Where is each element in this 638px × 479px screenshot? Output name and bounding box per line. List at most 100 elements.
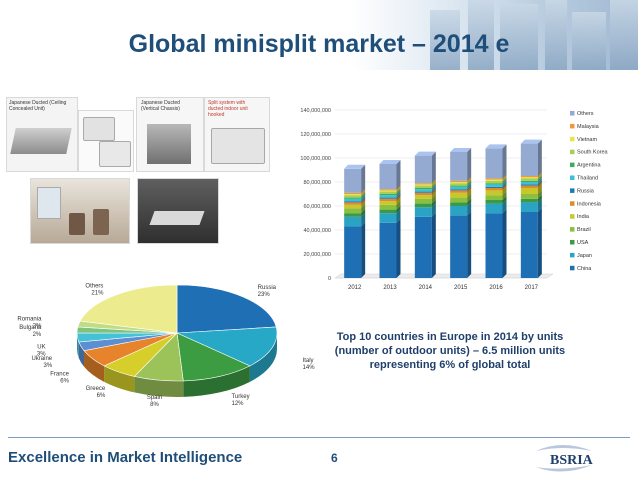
legend-swatch (570, 149, 575, 155)
bar-segment (379, 201, 397, 205)
outdoor-unit-shape (211, 128, 265, 164)
photo-split-system: Split system with ducted indoor unit hooke… (204, 97, 270, 172)
y-tick-label: 0 (328, 276, 331, 282)
bar-segment (344, 216, 362, 227)
bar-segment-side (431, 191, 436, 199)
bar-segment (520, 178, 538, 181)
y-tick-label: 120,000,000 (300, 132, 331, 138)
bar-segment (344, 192, 362, 194)
bar-segment-side (537, 174, 542, 181)
bar-segment-side (396, 193, 401, 199)
legend-label: China (577, 266, 592, 272)
pie-slice-side (134, 376, 184, 397)
bar-segment (450, 189, 468, 191)
bar-segment (344, 204, 362, 209)
bar-segment-side (361, 204, 366, 214)
bar-segment (379, 213, 397, 223)
bar-segment-side (502, 182, 507, 188)
bar-top (344, 164, 366, 169)
legend-label: USA (577, 240, 589, 246)
x-tick-label: 2013 (383, 285, 397, 291)
bar-segment (485, 180, 503, 184)
bar-segment (414, 192, 432, 196)
photo-office-interior (137, 178, 219, 244)
photo-ceiling-ducted-unit: Japanese Ducted (Ceiling Concealed Unit) (6, 97, 78, 172)
bar-segment (450, 180, 468, 182)
bsria-logo: BSRIA (536, 445, 594, 472)
bar-segment-side (537, 178, 542, 185)
bar-segment-side (467, 188, 472, 198)
pie-label-value: 14% (303, 365, 316, 371)
pie-label-value: 21% (91, 290, 104, 296)
bar-segment-side (361, 191, 366, 198)
y-tick-label: 140,000,000 (300, 108, 331, 114)
pie-label-name: Ukraine (31, 356, 52, 362)
legend-label: Others (577, 111, 594, 117)
bar-segment-side (361, 188, 366, 194)
pie-label-name: Greece (86, 386, 106, 392)
bar-segment (450, 215, 468, 278)
legend-swatch (570, 252, 575, 258)
bar-segment (520, 182, 538, 185)
bar-segment-side (467, 186, 472, 193)
bar-segment-side (502, 209, 507, 278)
bar-segment (520, 143, 538, 176)
bar-segment-side (431, 181, 436, 188)
bar-segment-side (502, 191, 507, 200)
footer-divider (8, 437, 630, 438)
bar-segment-side (431, 187, 436, 193)
bar-segment-side (502, 144, 507, 179)
pie-slice-side (77, 333, 79, 358)
bar-segment-side (537, 180, 542, 186)
bar-segment (379, 209, 397, 214)
bar-top (450, 148, 472, 152)
legend-swatch (570, 265, 575, 271)
bar-segment (450, 202, 468, 206)
furniture-shape (69, 213, 85, 235)
bar-segment-side (537, 208, 542, 278)
bar-segment (520, 180, 538, 182)
bar-segment-side (396, 205, 401, 214)
bar-segment-side (396, 190, 401, 196)
bar-segment-side (396, 186, 401, 192)
bar-segment-side (431, 179, 436, 185)
pie-slice (79, 284, 178, 334)
building-graphic (468, 0, 494, 70)
bar-segment-side (361, 197, 366, 203)
bar-segment-side (361, 209, 366, 217)
bar-segment (450, 185, 468, 187)
bar-top (414, 151, 436, 156)
bar-segment-side (537, 172, 542, 178)
bar-segment-side (502, 175, 507, 181)
bar-segment-side (467, 176, 472, 182)
bar-segment (485, 183, 503, 185)
bar-segment (485, 184, 503, 187)
bar-segment (379, 191, 397, 194)
legend-swatch (570, 111, 575, 116)
bar-segment (344, 197, 362, 199)
y-tick-label: 40,000,000 (303, 228, 331, 234)
pie-chart: Russia23%Italy14%Turkey12%Spain8%Greece6… (17, 283, 316, 408)
y-tick-label: 100,000,000 (300, 156, 331, 162)
bar-segment (450, 152, 468, 181)
bar-segment-side (467, 211, 472, 278)
bar-segment-side (361, 198, 366, 205)
bar-segment (485, 195, 503, 200)
bar-segment (414, 188, 432, 190)
bar-segment-side (502, 199, 507, 214)
bar-segment (414, 189, 432, 192)
bar-segment (414, 207, 432, 217)
pie-label-value: 6% (97, 393, 106, 399)
bar-segment (485, 200, 503, 204)
x-tick-label: 2014 (419, 285, 433, 291)
pie-label-name: Turkey (231, 394, 249, 400)
legend-swatch (570, 227, 575, 232)
x-tick-label: 2016 (489, 285, 503, 291)
bar-segment (344, 213, 362, 217)
bar-segment-side (396, 194, 401, 202)
bar-segment (450, 183, 468, 186)
bar-segment (379, 222, 397, 278)
bar-segment (520, 188, 538, 194)
pie-slice (176, 326, 278, 367)
pie-slice (176, 332, 251, 382)
